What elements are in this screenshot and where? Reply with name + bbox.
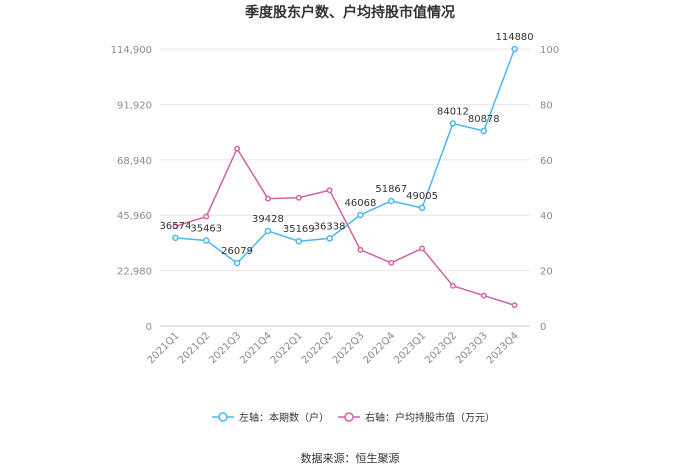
data-point — [203, 213, 210, 220]
data-point — [480, 127, 487, 135]
source-note: 数据来源：恒生聚源 — [301, 451, 400, 465]
legend-swatch-marker — [218, 412, 228, 422]
data-point — [326, 187, 333, 194]
data-point — [480, 292, 487, 299]
left-axis-tick-label: 68,940 — [117, 156, 152, 167]
legend-item[interactable]: 右轴：户均持股市值（万元） — [338, 411, 495, 424]
right-axis-tick-label: 20 — [540, 267, 553, 278]
data-label: 36338 — [314, 221, 346, 232]
x-tick-label: 2023Q4 — [485, 330, 521, 366]
data-point — [326, 235, 333, 242]
x-tick-label: 2021Q4 — [238, 330, 274, 366]
data-label: 114880 — [495, 32, 533, 43]
x-tick-label: 2023Q2 — [423, 330, 459, 366]
data-point — [449, 120, 457, 127]
left-axis-tick-label: 0 — [146, 322, 152, 333]
x-tick-label: 2023Q1 — [392, 330, 428, 366]
data-point — [357, 211, 364, 219]
x-tick-label: 2022Q4 — [362, 330, 398, 366]
x-tick-label: 2021Q2 — [177, 330, 213, 366]
left-axis-tick-label: 91,920 — [117, 100, 152, 111]
data-point — [388, 197, 395, 205]
legend-swatch-marker — [344, 412, 354, 422]
data-point — [234, 145, 241, 152]
data-point — [233, 259, 241, 267]
x-tick-label: 2023Q3 — [454, 330, 490, 366]
right-axis-tick-label: 60 — [540, 156, 553, 167]
data-label: 49005 — [406, 191, 438, 202]
legend-label: 右轴：户均持股市值（万元） — [365, 411, 495, 424]
data-point — [203, 237, 210, 244]
data-point — [295, 194, 302, 201]
data-label: 51867 — [375, 184, 407, 195]
series-line — [175, 147, 515, 306]
data-label: 39428 — [252, 214, 284, 225]
data-point — [295, 237, 302, 245]
x-tick-label: 2021Q1 — [146, 330, 182, 366]
right-axis-tick-label: 80 — [540, 100, 553, 111]
right-axis-tick-label: 0 — [540, 322, 546, 333]
legend: 左轴：本期数（户） 右轴：户均持股市值（万元） — [212, 411, 495, 424]
x-tick-label: 2021Q3 — [207, 330, 243, 366]
data-label: 26079 — [221, 246, 253, 257]
data-point — [511, 302, 518, 309]
data-point — [511, 45, 518, 53]
left-axis-tick-label: 22,980 — [117, 267, 152, 278]
right-axis-ticks: 0 20 40 60 80 100 — [540, 45, 559, 333]
chart-title: 季度股东户数、户均持股市值情况 — [244, 4, 455, 21]
data-label: 36574 — [160, 221, 192, 232]
series-line — [175, 48, 516, 265]
data-point — [172, 234, 179, 242]
data-label: 35169 — [283, 224, 315, 235]
x-tick-label: 2022Q1 — [269, 330, 305, 366]
data-label: 46068 — [345, 198, 377, 209]
data-point — [357, 246, 364, 253]
data-point — [264, 227, 272, 235]
data-point — [172, 223, 179, 230]
gridlines — [160, 48, 530, 327]
legend-label: 左轴：本期数（户） — [239, 411, 329, 424]
right-axis-tick-label: 100 — [540, 45, 559, 56]
x-tick-label: 2022Q3 — [331, 330, 367, 366]
legend-item[interactable]: 左轴：本期数（户） — [212, 411, 329, 424]
left-axis-tick-label: 45,960 — [117, 211, 152, 222]
x-tick-label: 2022Q2 — [300, 330, 336, 366]
data-point — [419, 245, 426, 252]
data-point — [449, 282, 456, 289]
data-point — [418, 204, 426, 212]
x-axis-ticks: 2021Q12021Q22021Q32021Q42022Q12022Q22022… — [146, 330, 521, 366]
series-market-value — [172, 145, 518, 309]
right-axis-tick-label: 40 — [540, 211, 553, 222]
data-point — [388, 259, 395, 266]
left-axis-tick-label: 114,900 — [111, 45, 152, 56]
data-label: 80878 — [468, 114, 500, 125]
data-label: 35463 — [190, 224, 222, 235]
data-point — [264, 195, 271, 202]
left-axis-ticks: 0 22,980 45,960 68,940 91,920 114,900 — [111, 45, 152, 333]
data-label: 84012 — [437, 106, 469, 117]
